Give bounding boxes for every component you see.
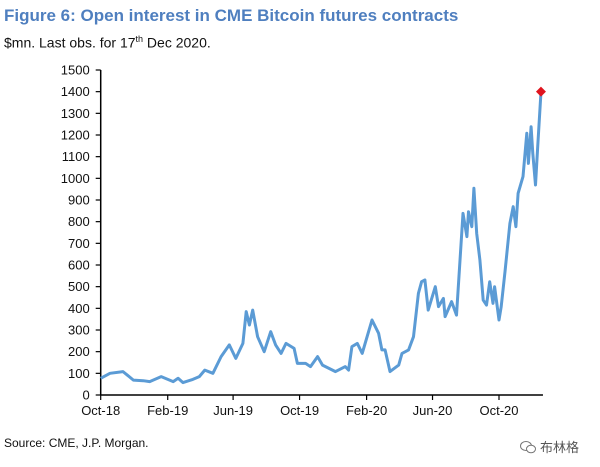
y-tick-label: 600 (68, 258, 90, 273)
y-tick-label: 1100 (62, 149, 90, 164)
y-tick-label: 900 (68, 193, 90, 208)
watermark-text: 布林格 (540, 440, 580, 455)
x-tick-label: Oct-19 (280, 403, 319, 418)
last-observation-marker (535, 86, 546, 97)
subtitle-text: $mn. Last obs. for 17 (4, 34, 136, 51)
y-tick-label: 300 (68, 323, 90, 338)
y-tick-label: 500 (68, 279, 90, 294)
y-tick-label: 1200 (61, 128, 90, 143)
y-tick-label: 0 (82, 388, 89, 403)
source-note: Source: CME, J.P. Morgan. (4, 436, 149, 450)
y-tick-label: 1300 (61, 106, 90, 121)
watermark: 布林格 (520, 437, 579, 456)
y-tick-label: 800 (68, 214, 90, 229)
y-tick-label: 100 (68, 366, 90, 381)
y-tick-label: 1500 (61, 63, 90, 78)
y-tick-label: 1000 (61, 171, 90, 186)
x-tick-label: Oct-18 (81, 403, 120, 418)
y-tick-label: 400 (68, 301, 90, 316)
x-tick-label: Feb-19 (147, 403, 188, 418)
chart-subtitle: $mn. Last obs. for 17th Dec 2020. (4, 34, 211, 51)
x-tick-label: Jun-20 (413, 403, 453, 418)
chart-title: Figure 6: Open interest in CME Bitcoin f… (4, 6, 459, 25)
y-tick-label: 200 (68, 344, 90, 359)
series-line (99, 91, 543, 385)
y-tick-label: 1400 (61, 84, 90, 99)
subtitle-text-end: Dec 2020. (143, 34, 211, 51)
x-tick-label: Jun-19 (213, 403, 253, 418)
y-tick-label: 700 (68, 236, 90, 251)
x-tick-label: Feb-20 (346, 403, 387, 418)
subtitle-superscript: th (135, 34, 144, 44)
x-tick-label: Oct-20 (479, 403, 518, 418)
wechat-icon (520, 440, 536, 453)
